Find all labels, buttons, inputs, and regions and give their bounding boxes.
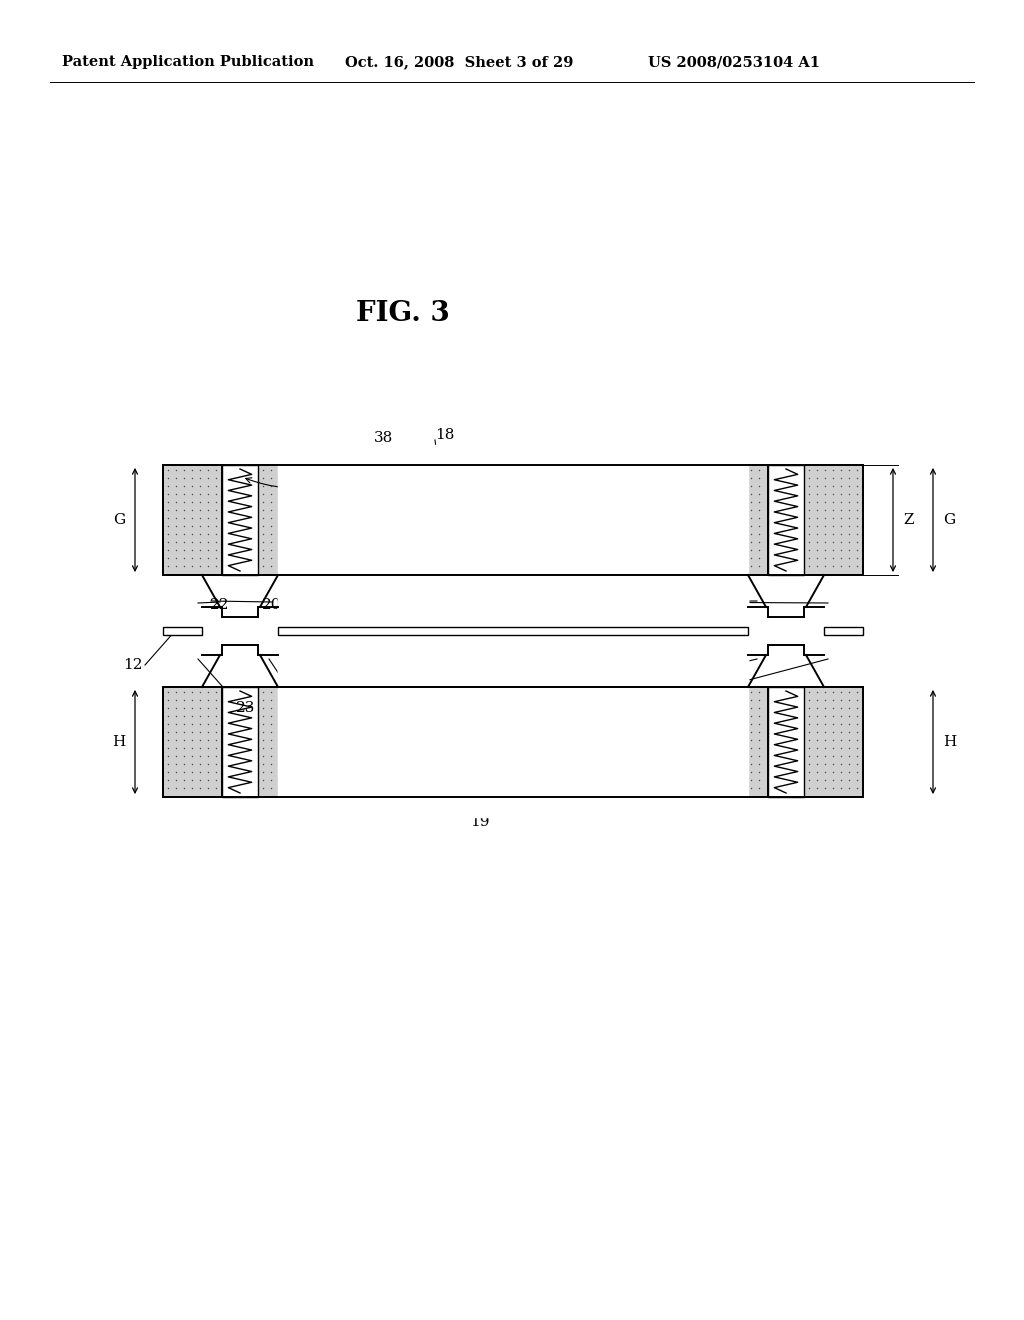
Text: Oct. 16, 2008  Sheet 3 of 29: Oct. 16, 2008 Sheet 3 of 29	[345, 55, 573, 69]
Bar	[222, 465, 258, 576]
Text: 21: 21	[520, 701, 540, 715]
Text: H: H	[943, 735, 956, 748]
Text: Patent Application Publication: Patent Application Publication	[62, 55, 314, 69]
Text: 38: 38	[374, 432, 393, 445]
Bar	[804, 686, 863, 797]
Text: 22: 22	[210, 598, 229, 612]
Text: 12: 12	[124, 657, 143, 672]
Text: Z: Z	[903, 513, 913, 527]
Bar	[258, 465, 768, 576]
Text: 21: 21	[295, 701, 314, 715]
Bar	[163, 465, 863, 576]
Text: FIG. 3: FIG. 3	[356, 300, 450, 327]
Text: 20: 20	[548, 598, 567, 612]
Text: 18: 18	[435, 428, 455, 442]
Text: G: G	[943, 513, 955, 527]
Bar	[222, 686, 258, 797]
Bar	[258, 686, 768, 797]
Bar	[824, 627, 863, 635]
Text: US 2008/0253104 A1: US 2008/0253104 A1	[648, 55, 820, 69]
Bar	[163, 627, 202, 635]
Bar	[163, 686, 222, 797]
Text: 22: 22	[648, 598, 668, 612]
Bar	[768, 465, 804, 576]
Text: H: H	[112, 735, 125, 748]
Text: 23: 23	[236, 701, 255, 715]
Text: 20: 20	[262, 598, 282, 612]
Text: 23: 23	[614, 701, 634, 715]
Bar	[768, 686, 804, 797]
Bar	[278, 627, 748, 635]
Bar	[163, 686, 863, 797]
Text: 19: 19	[470, 814, 489, 829]
Bar	[804, 465, 863, 576]
Bar	[163, 465, 222, 576]
Text: G: G	[113, 513, 125, 527]
